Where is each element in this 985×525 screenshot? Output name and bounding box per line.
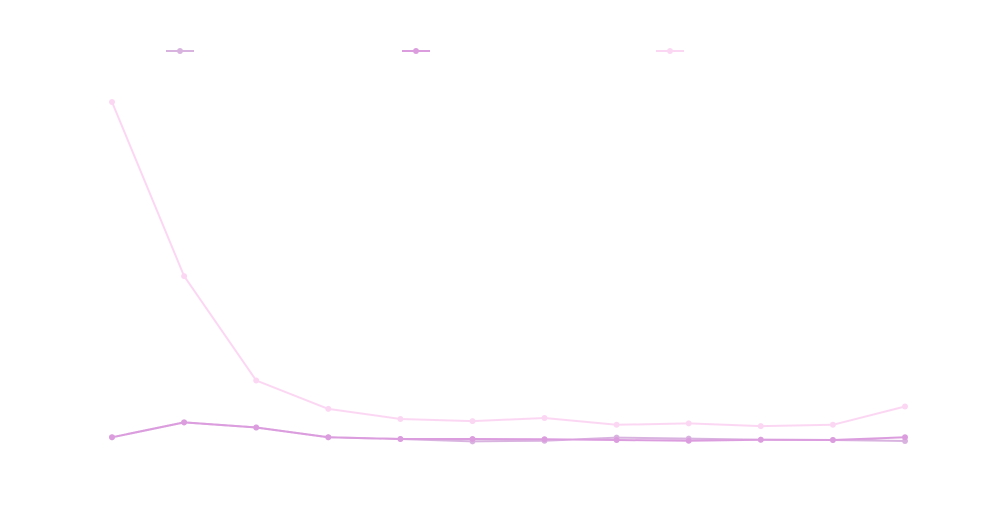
plot-area [109, 99, 908, 445]
series-2-point [469, 436, 476, 442]
series-2-point [541, 436, 548, 443]
series-2-point [109, 434, 115, 441]
series-3-line [111, 101, 906, 428]
series-2-point [902, 434, 908, 441]
series-3-point [541, 415, 548, 421]
series-3-point [469, 418, 476, 425]
series-2-point [829, 437, 836, 443]
series-2-point [397, 436, 404, 442]
legend-marker [177, 48, 183, 54]
series-3-point [253, 377, 260, 384]
series-3-point [181, 273, 188, 280]
series-3-point [613, 421, 620, 428]
series-2-point [685, 437, 692, 444]
series-3-point [685, 420, 692, 427]
series-3-point [109, 99, 115, 105]
series-2-point [325, 434, 332, 441]
series-2 [109, 419, 908, 444]
legend-marker [413, 48, 419, 54]
series-2-point [757, 436, 764, 443]
series-2-point [181, 419, 188, 426]
series-3-point [757, 423, 764, 430]
series-2-point [613, 437, 620, 443]
series-3-point [397, 416, 404, 422]
series-2-point [253, 424, 260, 431]
series-3 [109, 99, 908, 430]
legend-marker [667, 48, 673, 54]
series-3-point [829, 421, 836, 428]
legend [166, 48, 684, 54]
legend-item-2 [402, 48, 430, 54]
series-2-line [111, 421, 906, 442]
legend-item-1 [166, 48, 194, 54]
series-3-point [325, 405, 332, 412]
legend-item-3 [656, 48, 684, 54]
series-3-point [902, 403, 908, 410]
